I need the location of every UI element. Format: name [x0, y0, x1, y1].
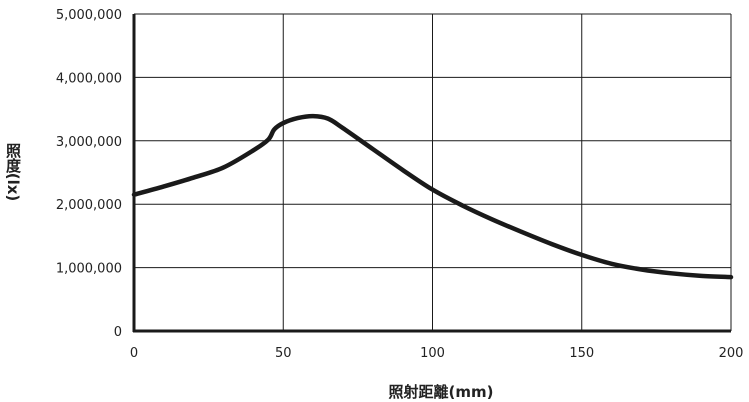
series-line-0 [131, 113, 734, 280]
y-tick-label: 3,000,000 [56, 135, 122, 150]
x-tick-label: 150 [569, 346, 594, 361]
y-tick-label: 4,000,000 [56, 71, 122, 86]
x-tick-label: 0 [130, 346, 138, 361]
grid-lines [134, 13, 732, 331]
x-tick-label: 50 [275, 346, 292, 361]
y-axis-title: 照度(lx) [4, 143, 22, 202]
axes [132, 14, 731, 333]
y-tick-labels: 0 1,000,000 2,000,000 3,000,000 4,000,000 5,0… [56, 8, 122, 340]
y-tick-label: 2,000,000 [56, 198, 122, 213]
y-tick-label: 5,000,000 [56, 8, 122, 23]
series-group [131, 113, 734, 280]
y-tick-label: 0 [114, 325, 122, 340]
x-tick-label: 100 [420, 346, 445, 361]
x-axis-title: 照射距離(mm) [389, 383, 494, 401]
x-tick-label: 200 [719, 346, 744, 361]
x-tick-labels: 0 50 100 150 200 [130, 346, 744, 361]
y-tick-label: 1,000,000 [56, 262, 122, 277]
